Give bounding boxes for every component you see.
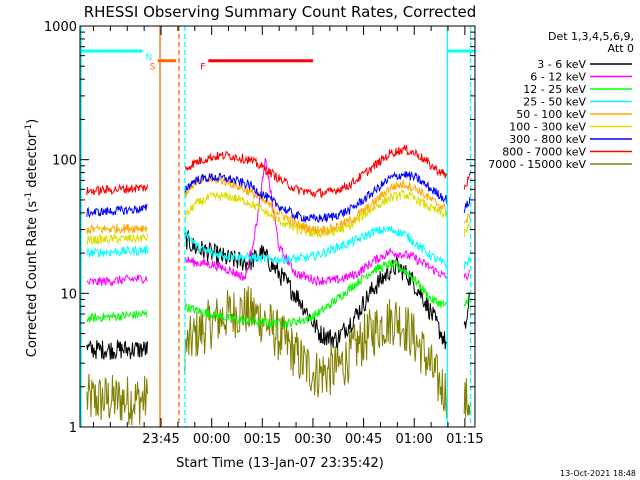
series-line	[86, 243, 148, 258]
series-line	[184, 170, 448, 223]
series-line	[463, 293, 471, 329]
legend-label: 7000 - 15000 keV	[488, 158, 586, 171]
x-tick-label: 00:00	[193, 432, 230, 447]
legend-header: Att 0	[608, 42, 634, 55]
x-tick-label: 00:45	[345, 432, 382, 447]
x-tick-label: 00:30	[294, 432, 331, 447]
legend-label: 6 - 12 keV	[530, 71, 586, 84]
series-line	[86, 223, 148, 235]
axes: 1 10 100 1000 23:45 00:00 00:15 00:30 00:45 01:00…	[44, 20, 484, 447]
series-line	[463, 172, 471, 190]
series-line	[463, 270, 471, 282]
series-line	[184, 229, 448, 350]
footer-date: 13-Oct-2021 18:48	[560, 469, 636, 478]
y-tick-label: 1000	[44, 20, 77, 35]
legend-label: 300 - 800 keV	[509, 133, 586, 146]
series-line	[86, 183, 148, 196]
x-tick-label: 01:00	[395, 432, 432, 447]
series-line	[463, 196, 471, 214]
series-line	[86, 309, 148, 323]
y-label-part: Corrected Count Rate (s	[25, 201, 40, 358]
y-tick-label: 10	[60, 287, 77, 302]
series-line	[86, 203, 148, 218]
series-line	[463, 256, 471, 271]
y-label-exponent: -1	[24, 192, 34, 201]
series-line	[184, 144, 448, 199]
plot-area: S F N	[80, 26, 475, 427]
legend-label: 800 - 7000 keV	[502, 146, 586, 159]
series-line	[86, 273, 148, 288]
series-line	[86, 339, 148, 360]
y-label-part: detector	[25, 132, 40, 192]
x-tick-label: 01:15	[446, 432, 483, 447]
series-line	[184, 174, 448, 236]
series-line	[184, 225, 448, 269]
flag-marker-label: F	[200, 63, 205, 73]
series-line	[463, 222, 471, 237]
series-line	[463, 213, 471, 224]
y-label-exponent: -1	[24, 124, 34, 133]
legend-header: Det 1,3,4,5,6,9,	[548, 30, 634, 43]
series-line	[184, 286, 448, 418]
legend-label: 3 - 6 keV	[537, 58, 586, 71]
flag-marker-label: S	[150, 63, 156, 73]
legend-label: 25 - 50 keV	[523, 96, 586, 109]
y-tick-label: 100	[52, 154, 77, 169]
series-line	[184, 259, 448, 329]
plot-frame	[79, 25, 476, 428]
x-tick-label: 23:45	[142, 432, 179, 447]
legend-label: 50 - 100 keV	[516, 108, 586, 121]
x-axis-label: Start Time (13-Jan-07 23:35:42)	[176, 456, 384, 471]
legend-label: 12 - 25 keV	[523, 83, 586, 96]
x-tick-label: 00:15	[244, 432, 281, 447]
series-line	[463, 378, 471, 418]
y-label-part: )	[25, 119, 40, 124]
series-line	[86, 233, 148, 246]
series-line	[86, 373, 148, 426]
chart-title: RHESSI Observing Summary Count Rates, Co…	[84, 3, 477, 21]
y-axis-label: Corrected Count Rate (s-1 detector-1)	[24, 119, 40, 357]
y-tick-label: 1	[69, 421, 77, 436]
flag-marker-label: N	[145, 53, 152, 63]
legend-label: 100 - 300 keV	[509, 121, 586, 134]
series-line	[184, 157, 448, 287]
